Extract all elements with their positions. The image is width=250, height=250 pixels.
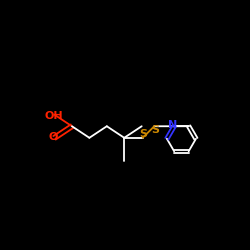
- Text: S: S: [151, 126, 159, 136]
- Text: N: N: [168, 120, 177, 130]
- Text: O: O: [49, 132, 58, 142]
- Text: OH: OH: [44, 111, 63, 121]
- Text: S: S: [140, 128, 147, 138]
